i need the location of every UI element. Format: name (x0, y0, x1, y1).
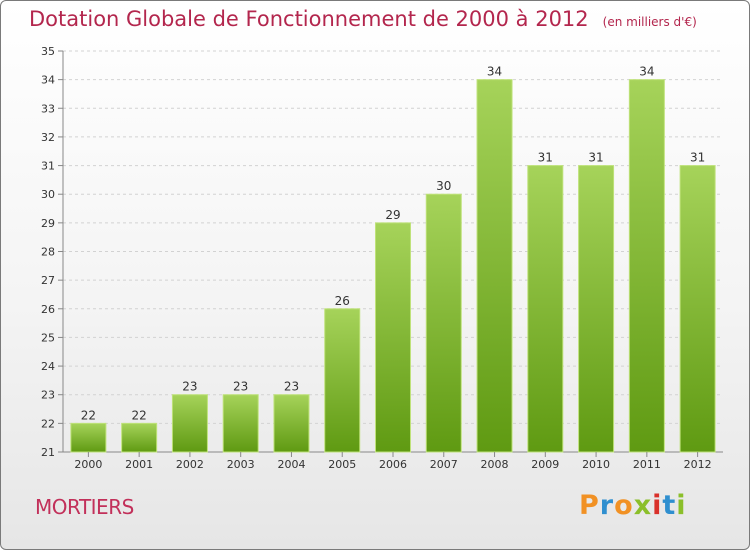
bar-2012 (679, 165, 716, 453)
logo-letter: x (633, 490, 653, 521)
chart-title-block: Dotation Globale de Fonctionnement de 20… (29, 7, 697, 31)
data-label-2012: 31 (690, 151, 705, 165)
logo-letter: o (614, 490, 634, 521)
logo-letter: P (579, 490, 600, 521)
data-label-2011: 34 (639, 65, 654, 79)
logo-letter: i (652, 490, 663, 521)
y-tick-label: 31 (41, 160, 55, 173)
bar-2001 (121, 422, 158, 453)
data-label-2008: 34 (487, 65, 502, 79)
bar-2004 (273, 394, 310, 453)
bar-2011 (628, 79, 665, 453)
y-tick-label: 27 (41, 274, 55, 287)
data-label-2006: 29 (385, 208, 400, 222)
bar-2007 (425, 193, 462, 453)
bars (70, 79, 716, 453)
bar-2003 (222, 394, 259, 453)
x-tick-labels: 2000 2001 2002 2003 2004 2005 2006 2007 2008 2009… (74, 452, 712, 471)
bar-2002 (171, 394, 208, 453)
x-tick-label-2001: 2001 (125, 458, 153, 471)
x-tick-label-2006: 2006 (379, 458, 407, 471)
data-label-2004: 23 (284, 380, 299, 394)
data-labels: 22 22 23 23 23 26 29 30 34 31 31 34 31 (81, 65, 706, 423)
data-label-2001: 22 (132, 408, 147, 422)
data-label-2003: 23 (233, 380, 248, 394)
chart-title: Dotation Globale de Fonctionnement de 20… (29, 7, 589, 31)
bar-2010 (578, 165, 615, 453)
y-tick-label: 23 (41, 389, 55, 402)
y-tick-label: 26 (41, 303, 55, 316)
logo-letter: r (599, 490, 615, 521)
x-tick-label-2007: 2007 (430, 458, 458, 471)
x-tick-label-2002: 2002 (176, 458, 204, 471)
x-tick-label-2010: 2010 (582, 458, 610, 471)
y-tick-label: 33 (41, 102, 55, 115)
y-tick-label: 32 (41, 131, 55, 144)
x-tick-label-2005: 2005 (328, 458, 356, 471)
x-tick-label-2009: 2009 (531, 458, 559, 471)
logo-letter: i (676, 490, 687, 521)
data-label-2010: 31 (588, 151, 603, 165)
y-tick-label: 25 (41, 331, 55, 344)
bar-2008 (476, 79, 513, 453)
bar-2005 (324, 308, 361, 453)
y-tick-label: 22 (41, 417, 55, 430)
x-tick-label-2011: 2011 (633, 458, 661, 471)
y-tick-label: 24 (41, 360, 55, 373)
logo-letter: t (662, 490, 677, 521)
y-tick-labels: 21 22 23 24 25 26 27 28 29 30 31 32 33 34 35 (41, 45, 63, 459)
data-label-2005: 26 (335, 294, 350, 308)
data-label-2000: 22 (81, 408, 96, 422)
y-tick-label: 30 (41, 188, 55, 201)
bar-2009 (527, 165, 564, 453)
x-tick-label-2012: 2012 (684, 458, 712, 471)
x-tick-label-2008: 2008 (481, 458, 509, 471)
data-label-2007: 30 (436, 179, 451, 193)
y-tick-label: 28 (41, 246, 55, 259)
x-tick-label-2000: 2000 (74, 458, 102, 471)
y-tick-label: 35 (41, 45, 55, 58)
commune-name: MORTIERS (35, 495, 134, 519)
proxiti-logo: Proxiti (579, 490, 687, 521)
bar-2006 (375, 222, 411, 453)
data-label-2009: 31 (538, 151, 553, 165)
x-tick-label-2004: 2004 (277, 458, 305, 471)
bar-2000 (70, 422, 107, 453)
y-tick-label: 34 (41, 74, 55, 87)
y-tick-label: 21 (41, 446, 55, 459)
y-tick-label: 29 (41, 217, 55, 230)
x-tick-label-2003: 2003 (227, 458, 255, 471)
data-label-2002: 23 (182, 380, 197, 394)
chart-unit-note: (en milliers d'€) (602, 15, 697, 29)
